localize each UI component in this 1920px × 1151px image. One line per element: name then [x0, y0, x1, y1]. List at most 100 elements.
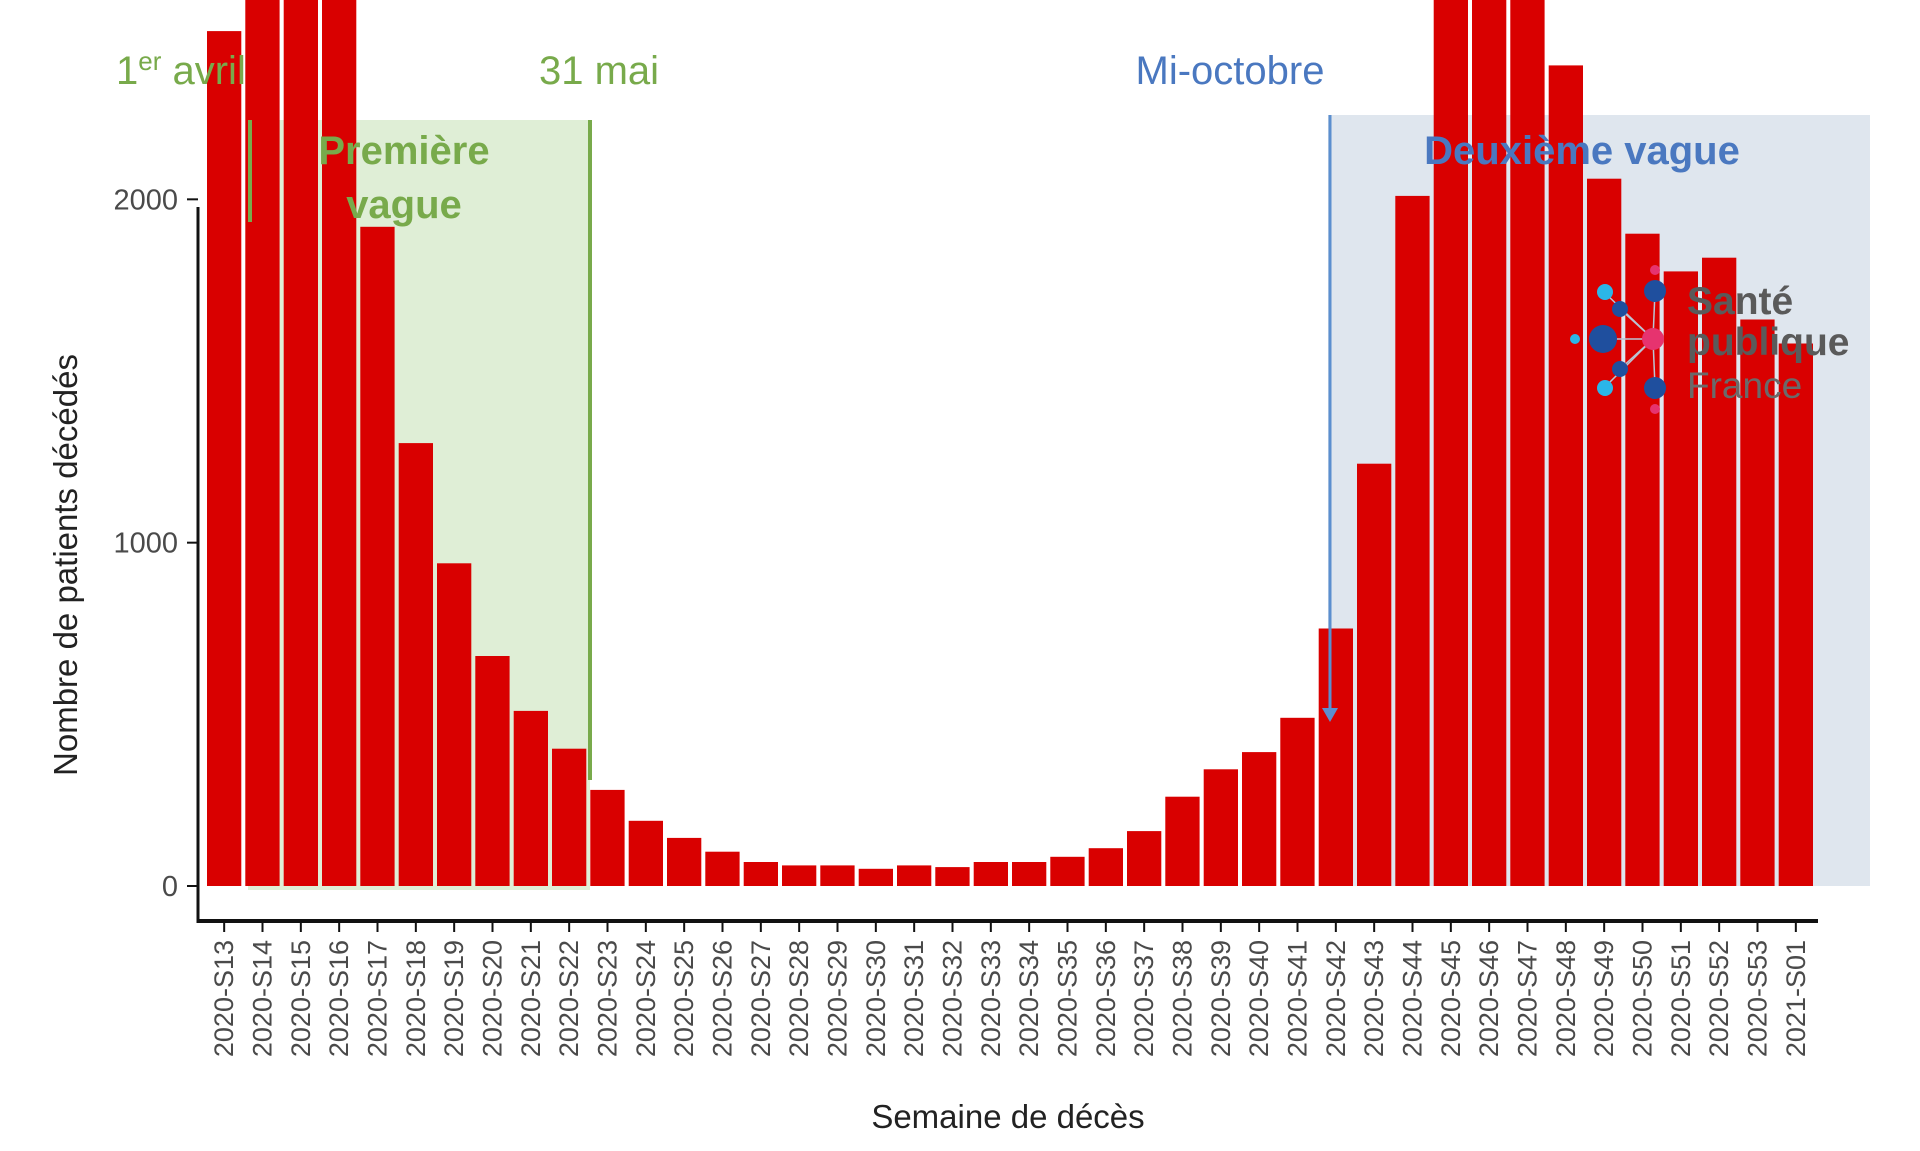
x-tick-label: 2020-S20 — [478, 940, 508, 1057]
x-tick-label: 2020-S34 — [1014, 940, 1044, 1057]
bar-2020-S51 — [1663, 271, 1698, 886]
first-wave-start-date-num: 1 — [116, 49, 138, 93]
first-wave-start-date-sup: er — [138, 46, 161, 76]
bar-2020-S19 — [437, 563, 472, 886]
x-tick-label: 2020-S31 — [899, 940, 929, 1057]
second-wave-label: Deuxième vague — [1424, 129, 1740, 173]
x-tick-label: 2020-S29 — [823, 940, 853, 1057]
x-tick-label: 2020-S27 — [746, 940, 776, 1057]
bar-2020-S53 — [1740, 319, 1775, 886]
bar-2020-S39 — [1203, 769, 1238, 886]
x-tick-label: 2020-S26 — [708, 940, 738, 1057]
logo-line2: publique — [1687, 321, 1849, 364]
x-tick-label: 2020-S36 — [1091, 940, 1121, 1057]
logo-line3: France — [1687, 365, 1802, 406]
x-tick-label: 2020-S30 — [861, 940, 891, 1057]
x-tick-label: 2020-S22 — [554, 940, 584, 1057]
x-tick-label: 2020-S52 — [1704, 940, 1734, 1057]
x-tick-label: 2020-S43 — [1359, 940, 1389, 1057]
x-tick-label: 2020-S18 — [401, 940, 431, 1057]
x-tick-label: 2020-S51 — [1666, 940, 1696, 1057]
bar-2020-S47 — [1510, 0, 1545, 887]
sante-publique-france-logo: Santé publique France — [1570, 265, 1849, 414]
x-tick-label: 2020-S23 — [593, 940, 623, 1057]
bar-2020-S48 — [1548, 65, 1583, 886]
bar-2020-S17 — [360, 226, 395, 887]
bar-2020-S52 — [1702, 257, 1737, 886]
x-tick-label: 2020-S44 — [1398, 940, 1428, 1057]
first-wave-label-line1: Première — [318, 129, 489, 173]
x-tick-label: 2020-S33 — [976, 940, 1006, 1057]
bar-2020-S36 — [1088, 848, 1123, 886]
y-ticks: 0100020003000 — [113, 184, 198, 903]
x-tick-label: 2020-S41 — [1283, 940, 1313, 1057]
x-tick-label: 2020-S13 — [209, 940, 239, 1057]
x-axis-title: Semaine de décès — [871, 1098, 1144, 1135]
bar-2020-S42 — [1318, 628, 1353, 886]
second-wave-start-date: Mi-octobre — [1136, 49, 1325, 93]
bar-2020-S44 — [1395, 195, 1430, 886]
x-ticks: 2020-S13 2020-S14 2020-S15 2020-S16 2020-S17… — [209, 921, 1811, 1057]
x-tick-label: 2020-S25 — [669, 940, 699, 1057]
bar-2020-S43 — [1357, 463, 1392, 886]
first-wave-start-date-rest: avril — [161, 49, 245, 93]
bar-2020-S25 — [667, 837, 702, 886]
bar-2020-S23 — [590, 789, 625, 886]
x-tick-label: 2020-S19 — [439, 940, 469, 1057]
x-tick-label: 2020-S45 — [1436, 940, 1466, 1057]
bar-2020-S30 — [858, 868, 893, 886]
bar-2020-S28 — [782, 865, 817, 886]
bar-2020-S20 — [475, 656, 510, 886]
x-tick-label: 2020-S16 — [324, 940, 354, 1057]
x-tick-label: 2020-S38 — [1168, 940, 1198, 1057]
bar-2020-S33 — [973, 862, 1008, 886]
x-tick-label: 2020-S42 — [1321, 940, 1351, 1057]
x-tick-label: 2020-S40 — [1244, 940, 1274, 1057]
y-tick-label: 0 — [162, 871, 178, 903]
bar-2020-S15 — [283, 0, 318, 887]
y-axis-title: Nombre de patients décédés — [47, 354, 84, 776]
x-tick-label: 2020-S50 — [1628, 940, 1658, 1057]
bar-2020-S18 — [398, 443, 433, 886]
x-tick-label: 2020-S46 — [1474, 940, 1504, 1057]
bar-2020-S27 — [743, 862, 778, 886]
bar-2020-S26 — [705, 851, 740, 886]
y-tick-label: 2000 — [113, 184, 178, 216]
x-tick-label: 2020-S14 — [248, 940, 278, 1057]
x-tick-label: 2020-S48 — [1551, 940, 1581, 1057]
x-tick-label: 2020-S24 — [631, 940, 661, 1057]
bar-2020-S40 — [1242, 752, 1277, 886]
bar-2020-S38 — [1165, 796, 1200, 886]
bars — [207, 0, 1813, 887]
x-tick-label: 2021-S01 — [1781, 940, 1811, 1057]
first-wave-label-line2: vague — [346, 183, 462, 227]
bar-2020-S32 — [935, 867, 970, 886]
bar-2020-S45 — [1433, 0, 1468, 886]
x-tick-label: 2020-S47 — [1513, 940, 1543, 1057]
first-wave-end-date: 31 mai — [539, 49, 659, 93]
bar-2020-S21 — [513, 710, 548, 886]
bar-2020-S35 — [1050, 856, 1085, 886]
x-tick-label: 2020-S39 — [1206, 940, 1236, 1057]
logo-line1: Santé — [1687, 280, 1793, 323]
bar-2020-S24 — [628, 820, 663, 886]
bar-2020-S31 — [897, 865, 932, 886]
bar-2020-S16 — [322, 0, 357, 886]
x-tick-label: 2020-S15 — [286, 940, 316, 1057]
x-tick-label: 2020-S35 — [1053, 940, 1083, 1057]
first-wave-start-date: 1er avril — [116, 46, 246, 93]
bar-2020-S46 — [1472, 0, 1507, 886]
x-tick-label: 2020-S49 — [1589, 940, 1619, 1057]
logo-molecule-icon — [1570, 265, 1666, 414]
bar-2020-S22 — [552, 748, 587, 886]
bar-2020-S41 — [1280, 717, 1315, 886]
bar-2021-S01 — [1778, 343, 1813, 886]
y-tick-label: 1000 — [113, 528, 178, 560]
x-tick-label: 2020-S37 — [1129, 940, 1159, 1057]
second-wave-arrow-head — [1322, 708, 1338, 722]
bar-2020-S13 — [207, 31, 242, 887]
x-tick-label: 2020-S28 — [784, 940, 814, 1057]
x-tick-label: 2020-S21 — [516, 940, 546, 1057]
x-tick-label: 2020-S17 — [363, 940, 393, 1057]
